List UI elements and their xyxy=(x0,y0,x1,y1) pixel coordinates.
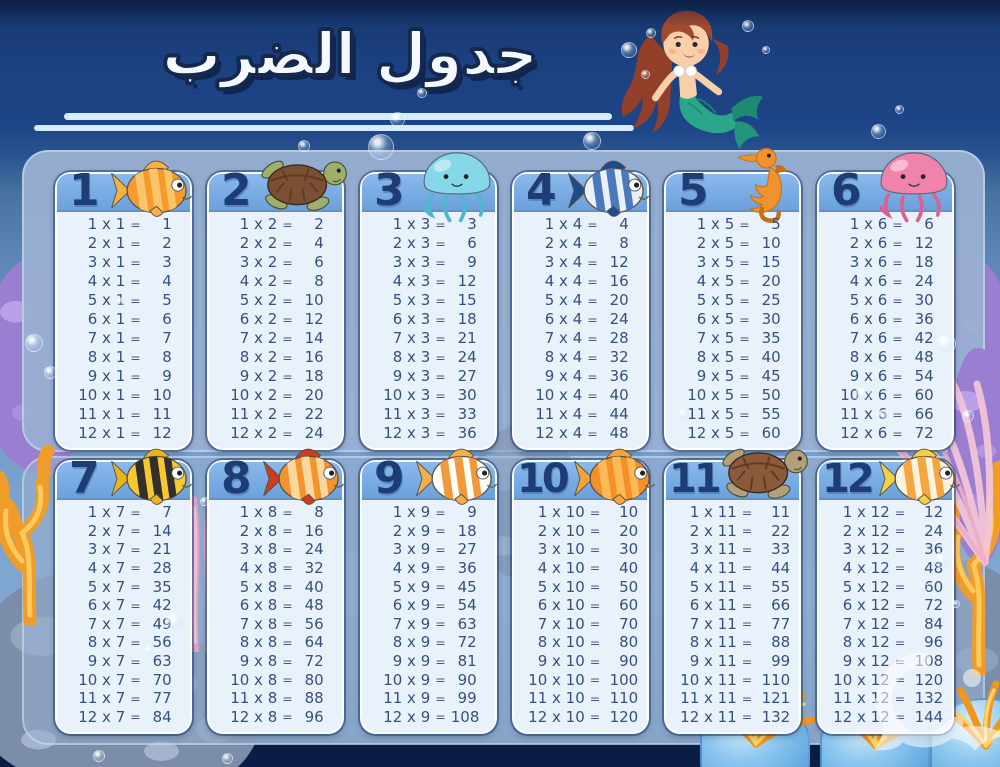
bubble xyxy=(641,70,650,79)
title-underline-1 xyxy=(64,113,612,120)
bubble xyxy=(583,132,601,150)
bubble xyxy=(934,552,950,568)
bubble xyxy=(742,20,754,32)
gray-rock-center xyxy=(468,425,580,580)
bubble xyxy=(417,88,427,98)
watermark-logo xyxy=(822,638,1000,767)
title-underline-2 xyxy=(34,125,634,131)
pink-feather-coral xyxy=(845,372,995,572)
bubble xyxy=(762,46,770,54)
pink-coral-small xyxy=(183,452,219,652)
bubble xyxy=(200,497,209,506)
bubble xyxy=(44,366,57,379)
bubble xyxy=(268,610,277,619)
bubble xyxy=(952,600,960,608)
bubble xyxy=(93,750,105,762)
bubble xyxy=(895,105,904,114)
bubble xyxy=(871,124,886,139)
mermaid-illustration xyxy=(598,2,788,160)
bubble xyxy=(298,140,310,152)
bubble xyxy=(918,582,928,592)
bubble xyxy=(678,408,690,420)
bubble xyxy=(390,112,405,127)
bubble xyxy=(936,334,956,354)
poster-title: جدول الضرب xyxy=(161,19,538,89)
bubble xyxy=(876,410,886,420)
bubble xyxy=(165,612,185,632)
bubble xyxy=(222,753,233,764)
yellow-coral-left xyxy=(0,415,88,627)
bubble xyxy=(646,28,656,38)
bubble xyxy=(143,645,155,657)
bubble xyxy=(855,386,871,402)
bubble xyxy=(368,134,394,160)
table-panel-top xyxy=(22,150,985,452)
bubble xyxy=(962,410,974,422)
bubble xyxy=(25,334,43,352)
bubble xyxy=(621,42,637,58)
bubble xyxy=(116,297,125,306)
